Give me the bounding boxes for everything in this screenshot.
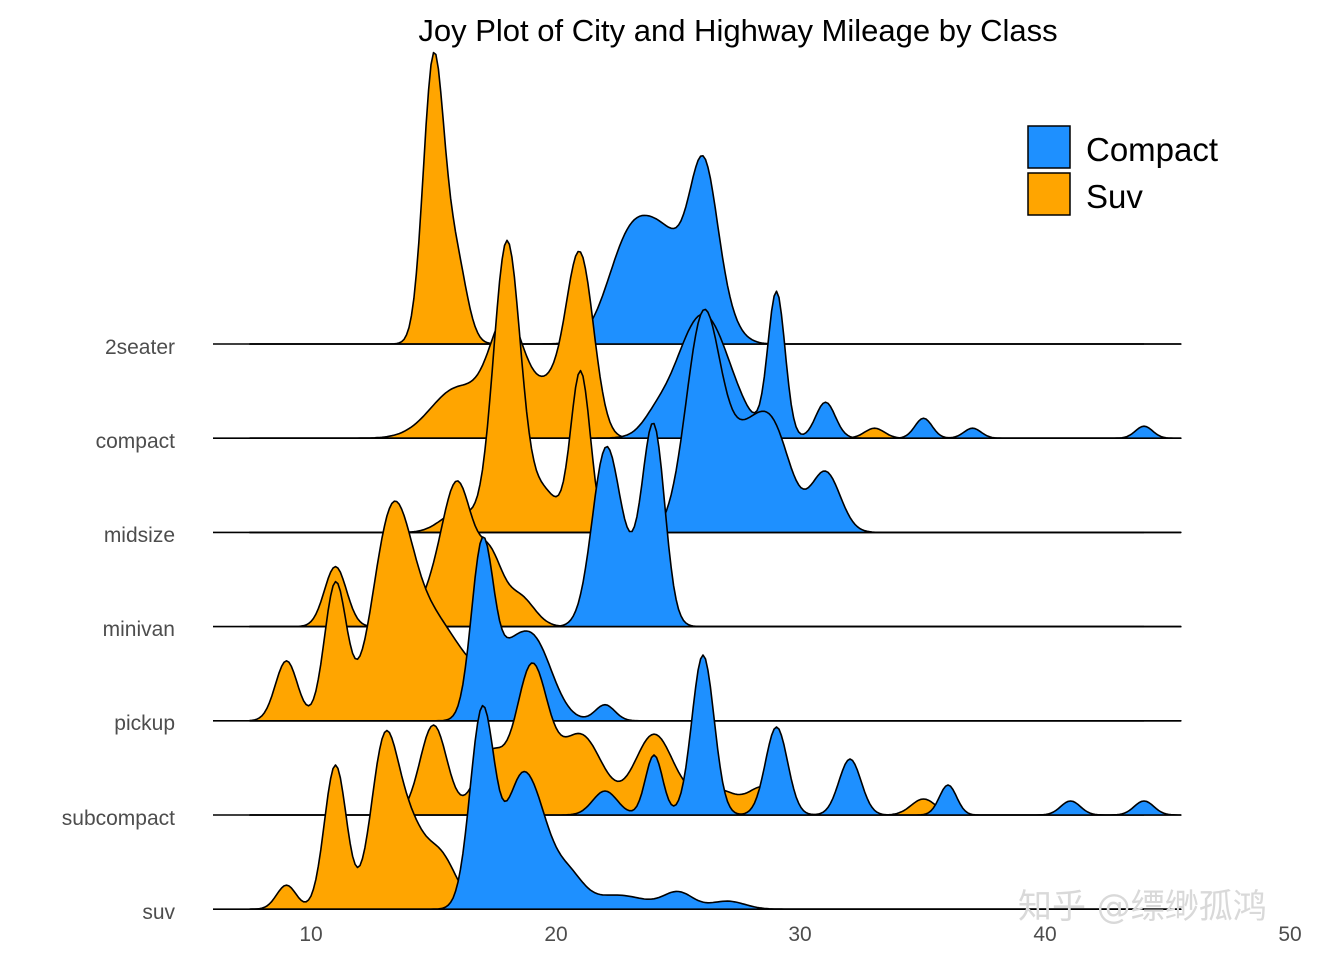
chart-title: Joy Plot of City and Highway Mileage by … — [418, 13, 1057, 48]
y-label-pickup: pickup — [114, 712, 175, 735]
watermark: 知乎 @缥缈孤鸿 — [1018, 887, 1267, 927]
density-compact-2seater — [249, 155, 1182, 345]
legend-key-compact — [1027, 125, 1071, 169]
density-compact-suv — [249, 704, 1182, 910]
legend-label-compact: Compact — [1086, 131, 1218, 168]
x-tick-30: 30 — [788, 923, 811, 946]
x-tick-20: 20 — [544, 923, 567, 946]
ridge-suv — [213, 704, 1182, 911]
ridge-pickup — [213, 500, 1182, 722]
y-label-subcompact: subcompact — [62, 807, 175, 830]
y-label-midsize: midsize — [104, 524, 175, 547]
legend: Compact Suv — [1027, 125, 1218, 216]
ridges-layer — [213, 51, 1182, 911]
density-suv-pickup — [249, 500, 1182, 722]
legend-label-suv: Suv — [1086, 178, 1143, 215]
legend-key-suv — [1027, 172, 1071, 216]
y-label-minivan: minivan — [103, 618, 175, 641]
y-axis-labels: 2seater compact midsize minivan pickup s… — [62, 336, 176, 924]
x-tick-40: 40 — [1033, 923, 1056, 946]
y-label-2seater: 2seater — [105, 336, 175, 359]
x-tick-10: 10 — [299, 923, 322, 946]
density-compact-pickup — [249, 536, 1182, 722]
y-label-compact: compact — [96, 430, 176, 453]
x-tick-50: 50 — [1278, 923, 1301, 946]
y-label-suv: suv — [142, 901, 175, 924]
x-axis-ticks: 10 20 30 40 50 — [299, 923, 1301, 946]
density-compact-midsize — [249, 308, 1182, 534]
